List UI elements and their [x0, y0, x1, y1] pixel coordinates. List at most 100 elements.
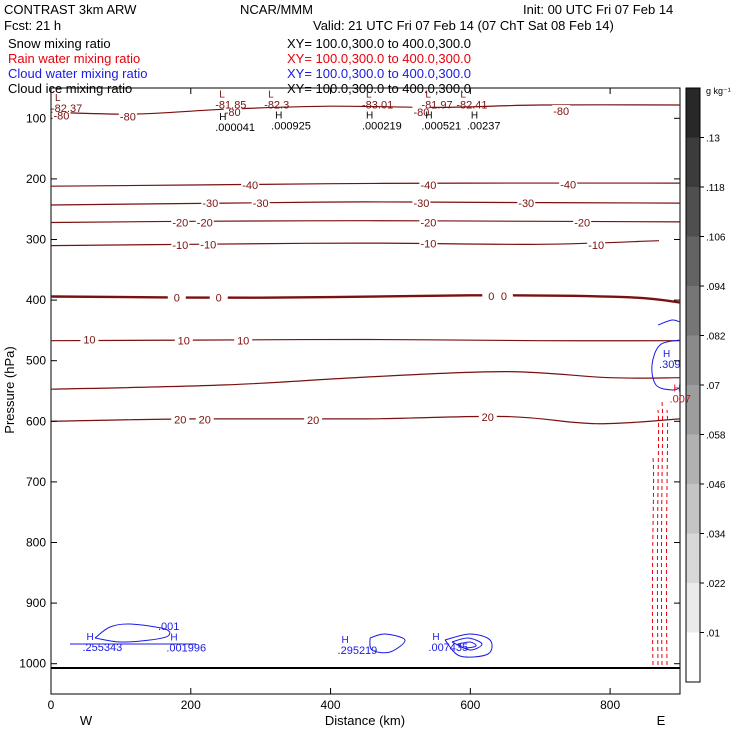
extremum-value: .295219 — [338, 645, 378, 657]
colorbar-swatch — [686, 385, 700, 435]
isotherm-label: 10 — [237, 336, 249, 348]
contour-value-label: .001 — [158, 621, 179, 633]
y-tick-label-300: 300 — [26, 233, 46, 247]
isotherm--10 — [50, 240, 660, 247]
isotherm-label-bg — [52, 109, 71, 121]
isotherm-10 — [50, 338, 681, 342]
colorbar-swatch — [686, 137, 700, 187]
isotherm-label-bg — [234, 334, 253, 346]
isotherm-label: 20 — [482, 412, 494, 424]
isotherm-label-bg — [118, 110, 137, 122]
colorbar-swatch — [686, 335, 700, 385]
colorbar-swatch — [686, 236, 700, 286]
y-tick-label-900: 900 — [26, 596, 46, 610]
x-tick-label-600: 600 — [460, 698, 480, 712]
y-tick-label-1000: 1000 — [19, 657, 46, 671]
extremum-type: L — [366, 89, 372, 100]
extremum-type: L — [55, 93, 61, 104]
colorbar-unit: g kg⁻¹ — [706, 86, 731, 96]
extremum-value: .000521 — [421, 121, 461, 133]
isotherm-label: -80 — [553, 106, 569, 118]
legend-cloud-water-xy: XY= 100.0,300.0 to 400.0,300.0 — [287, 66, 471, 81]
isotherm--30 — [50, 201, 681, 206]
extremum-value: .000925 — [271, 121, 311, 133]
extremum-type: H — [432, 632, 439, 643]
forecast-hour: Fcst: 21 h — [4, 18, 62, 33]
extremum-type: H — [674, 383, 681, 394]
cloud-water-contour — [94, 623, 171, 643]
isotherm-label-bg — [494, 289, 513, 301]
colorbar-swatch — [686, 88, 700, 138]
isotherm-label: -10 — [200, 239, 216, 251]
legend-snow-name: Snow mixing ratio — [8, 36, 111, 51]
isotherm-label: -30 — [413, 198, 429, 210]
extremum-type: L — [425, 89, 431, 100]
extremum-value: -81.97 — [421, 99, 452, 111]
isotherm-label-bg — [223, 106, 242, 118]
extremum-type: H — [366, 111, 373, 122]
cloud-water-contour — [651, 339, 681, 391]
isotherm-label-bg — [419, 237, 438, 249]
isotherm-label: -80 — [54, 110, 70, 122]
colorbar-swatch — [686, 484, 700, 534]
extremum-value: .000219 — [362, 121, 402, 133]
isotherm-label-bg — [419, 178, 438, 190]
isotherm-label: 0 — [488, 291, 494, 303]
isotherm-label: -30 — [253, 198, 269, 210]
isotherm-label-bg — [171, 413, 190, 425]
colorbar-swatch — [686, 434, 700, 484]
y-tick-label-600: 600 — [26, 414, 46, 428]
valid-time: Valid: 21 UTC Fri 07 Feb 14 (07 ChT Sat … — [313, 18, 614, 33]
colorbar-swatch — [686, 286, 700, 336]
isotherm-label-bg — [587, 238, 606, 250]
isotherm-label: -10 — [172, 240, 188, 252]
y-tick-label-700: 700 — [26, 475, 46, 489]
extremum-value: .00237 — [467, 121, 501, 133]
rain-water-contour — [665, 409, 669, 666]
isotherm-label: -30 — [518, 198, 534, 210]
extremum-type: H — [86, 632, 93, 643]
extremum-type: H — [170, 632, 177, 643]
init-time: Init: 00 UTC Fri 07 Feb 14 — [523, 2, 674, 17]
legend-cloud-water-name: Cloud water mixing ratio — [8, 66, 148, 81]
y-tick-label-500: 500 — [26, 354, 46, 368]
isotherm-label: -20 — [172, 218, 188, 230]
extremum-value: .007 — [670, 393, 691, 405]
extremum-value: .000041 — [215, 122, 255, 134]
colorbar-label-.034: .034 — [706, 530, 726, 541]
isotherm-label-bg — [573, 216, 592, 228]
isotherm-label: -40 — [420, 180, 436, 192]
extremum-value: .309 — [659, 359, 680, 371]
isotherm-label-bg — [251, 197, 270, 209]
rain-water-contour — [651, 457, 655, 666]
extremum-type: H — [342, 635, 349, 646]
isotherm-label-bg — [304, 414, 323, 426]
isotherm--40 — [50, 182, 681, 187]
colorbar-label-.118: .118 — [706, 183, 725, 194]
cloud-water-contour — [444, 633, 493, 658]
x-endpoint-east: E — [657, 713, 666, 728]
x-tick-label-800: 800 — [600, 698, 620, 712]
colorbar-label-.07: .07 — [706, 381, 720, 392]
isotherm-label-bg — [517, 197, 536, 209]
cloud-water-contour — [369, 633, 406, 654]
colorbar: .01 .022 .034 .046 .058 .07 .082 .094 .106 .118 .1… — [685, 87, 726, 683]
isotherm-label-bg — [80, 333, 99, 345]
contour-labels: -80 -80 -80 -80 -80-40 -40 -40-30 -30 -30 -30-20-… — [51, 89, 691, 656]
isotherm-label-bg — [199, 238, 218, 250]
isotherm-label: -10 — [588, 240, 604, 252]
extremum-type: H — [425, 111, 432, 122]
legend-rain-name: Rain water mixing ratio — [8, 51, 141, 66]
isotherm-label-bg — [209, 291, 228, 303]
x-tick-label-0: 0 — [48, 698, 55, 712]
legend-rain-xy: XY= 100.0,300.0 to 400.0,300.0 — [287, 51, 471, 66]
rain-water-contour — [656, 409, 660, 666]
isotherm-label-bg — [241, 178, 260, 190]
isotherm-label-bg — [171, 216, 190, 228]
isotherm-label: -40 — [242, 180, 258, 192]
extremum-value: -82.37 — [51, 103, 82, 115]
isotherm-label: 20 — [307, 415, 319, 427]
isotherm-20 — [50, 415, 681, 425]
y-tick-label-800: 800 — [26, 536, 46, 550]
